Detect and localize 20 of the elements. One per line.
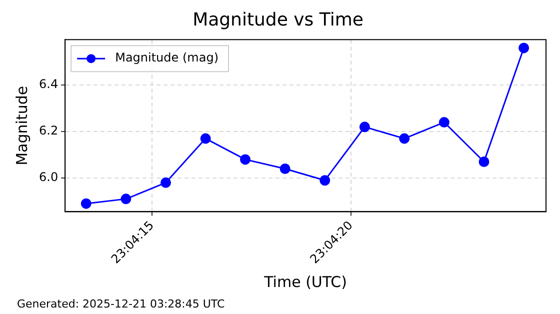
point	[438, 117, 450, 128]
point	[399, 133, 410, 144]
point	[359, 122, 370, 132]
point	[200, 133, 211, 144]
point	[240, 154, 250, 165]
chart-title: Magnitude vs Time	[192, 9, 364, 30]
y-tick-label: 6.2	[38, 124, 58, 138]
point	[160, 177, 172, 188]
point	[280, 163, 290, 174]
y-tick-label: 6.4	[38, 77, 58, 92]
y-tick-label: 6.0	[38, 170, 58, 184]
point	[518, 42, 530, 54]
point	[120, 194, 132, 204]
point	[80, 198, 92, 209]
point	[478, 156, 490, 168]
text: Generated: 2025-12-21 03:28:45 UTC	[17, 297, 226, 310]
y-axis-title: Magnitude	[12, 86, 31, 166]
point	[320, 175, 330, 186]
legend-label: Magnitude (mag)	[115, 50, 219, 65]
x-axis-title: Time (UTC)	[263, 272, 348, 291]
